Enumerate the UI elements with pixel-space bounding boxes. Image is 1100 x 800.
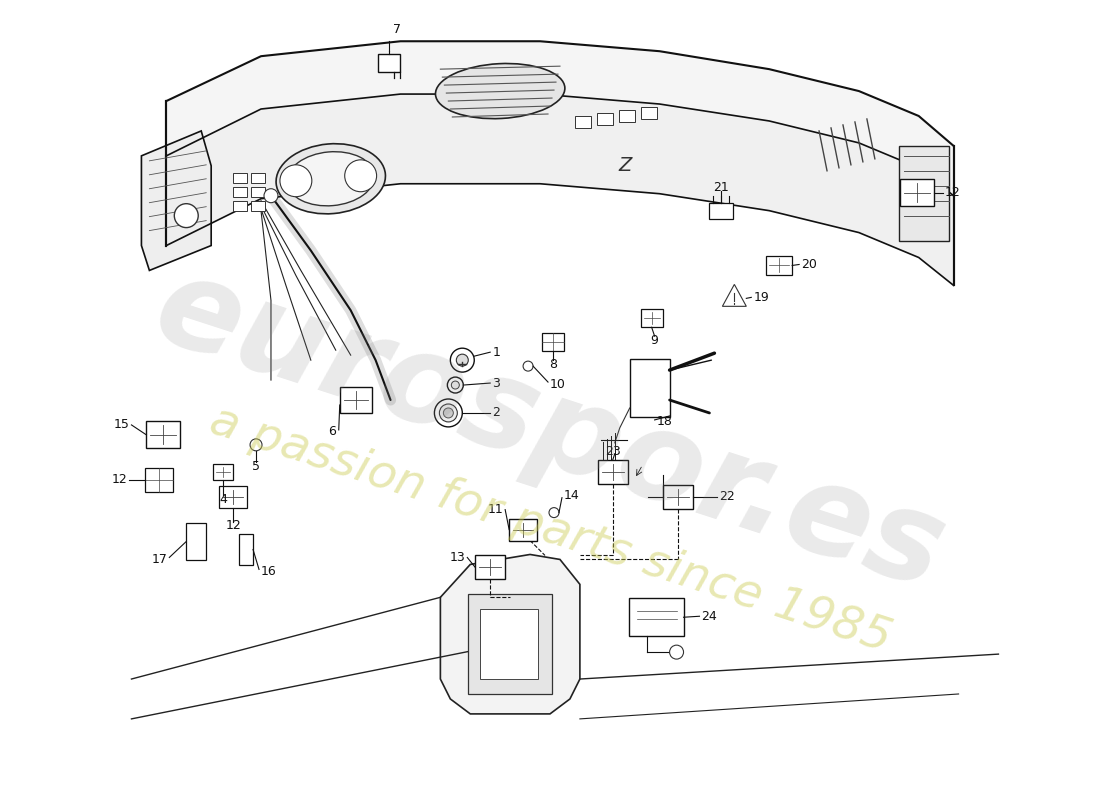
Ellipse shape [436,63,565,118]
Bar [629,359,670,417]
Bar [899,146,948,241]
Bar [509,518,537,541]
Text: 23: 23 [605,446,620,458]
Bar [239,534,253,566]
Bar [233,201,248,210]
Ellipse shape [276,144,385,214]
Bar [662,485,693,509]
Bar [597,460,628,484]
Text: 16: 16 [261,565,277,578]
Bar [640,310,662,327]
Circle shape [174,204,198,228]
Text: 20: 20 [801,258,817,271]
Bar [233,173,248,182]
Bar [767,255,792,275]
Polygon shape [440,554,580,714]
Bar [629,598,684,636]
Text: 21: 21 [714,182,729,194]
Circle shape [434,399,462,427]
Bar [251,173,265,182]
Text: 12: 12 [112,474,128,486]
Circle shape [456,354,469,366]
Bar [575,116,591,128]
Bar [340,387,372,413]
Circle shape [670,645,683,659]
Text: 2: 2 [492,406,500,419]
Bar [640,107,657,119]
Text: eurospor.es: eurospor.es [141,246,959,614]
Bar [251,201,265,210]
Circle shape [439,404,458,422]
Bar [377,54,399,72]
Polygon shape [166,42,954,196]
Circle shape [443,408,453,418]
Bar [475,555,505,579]
Bar [233,186,248,197]
Polygon shape [723,285,746,306]
Circle shape [451,381,460,389]
Text: 8: 8 [549,358,557,370]
Text: 14: 14 [564,489,580,502]
Bar [542,334,564,351]
Bar [145,468,174,492]
Text: 9: 9 [651,334,659,346]
Bar [219,486,248,508]
Bar [481,610,538,679]
Text: 5: 5 [252,460,260,474]
Text: 24: 24 [702,610,717,622]
Ellipse shape [287,152,374,206]
Circle shape [264,189,278,202]
Bar [710,202,734,218]
Circle shape [450,348,474,372]
Circle shape [344,160,376,192]
Text: 3: 3 [492,377,500,390]
Bar [213,464,233,480]
Bar [619,110,635,122]
Bar [469,594,552,694]
Bar [900,179,934,206]
Text: a passion for parts since 1985: a passion for parts since 1985 [204,398,896,662]
Text: 18: 18 [657,415,672,429]
Circle shape [250,439,262,451]
Polygon shape [166,94,954,286]
Text: 22: 22 [719,490,735,503]
Text: 4: 4 [219,493,227,506]
Text: 11: 11 [487,503,503,516]
Text: 7: 7 [393,22,400,36]
Text: 1: 1 [492,346,500,358]
Text: 6: 6 [328,426,336,438]
Text: 17: 17 [152,553,167,566]
Bar [251,186,265,197]
Bar [597,113,613,125]
Text: 12: 12 [226,519,241,532]
Text: 12: 12 [945,186,960,199]
Bar [186,522,206,561]
Text: 15: 15 [113,418,130,431]
Circle shape [448,377,463,393]
Circle shape [279,165,311,197]
Bar [146,422,180,448]
Text: 10: 10 [550,378,565,390]
Text: 19: 19 [754,291,769,304]
Circle shape [549,508,559,518]
Polygon shape [142,131,211,270]
Text: 13: 13 [450,551,465,564]
Circle shape [524,361,534,371]
Text: Z: Z [618,156,631,175]
